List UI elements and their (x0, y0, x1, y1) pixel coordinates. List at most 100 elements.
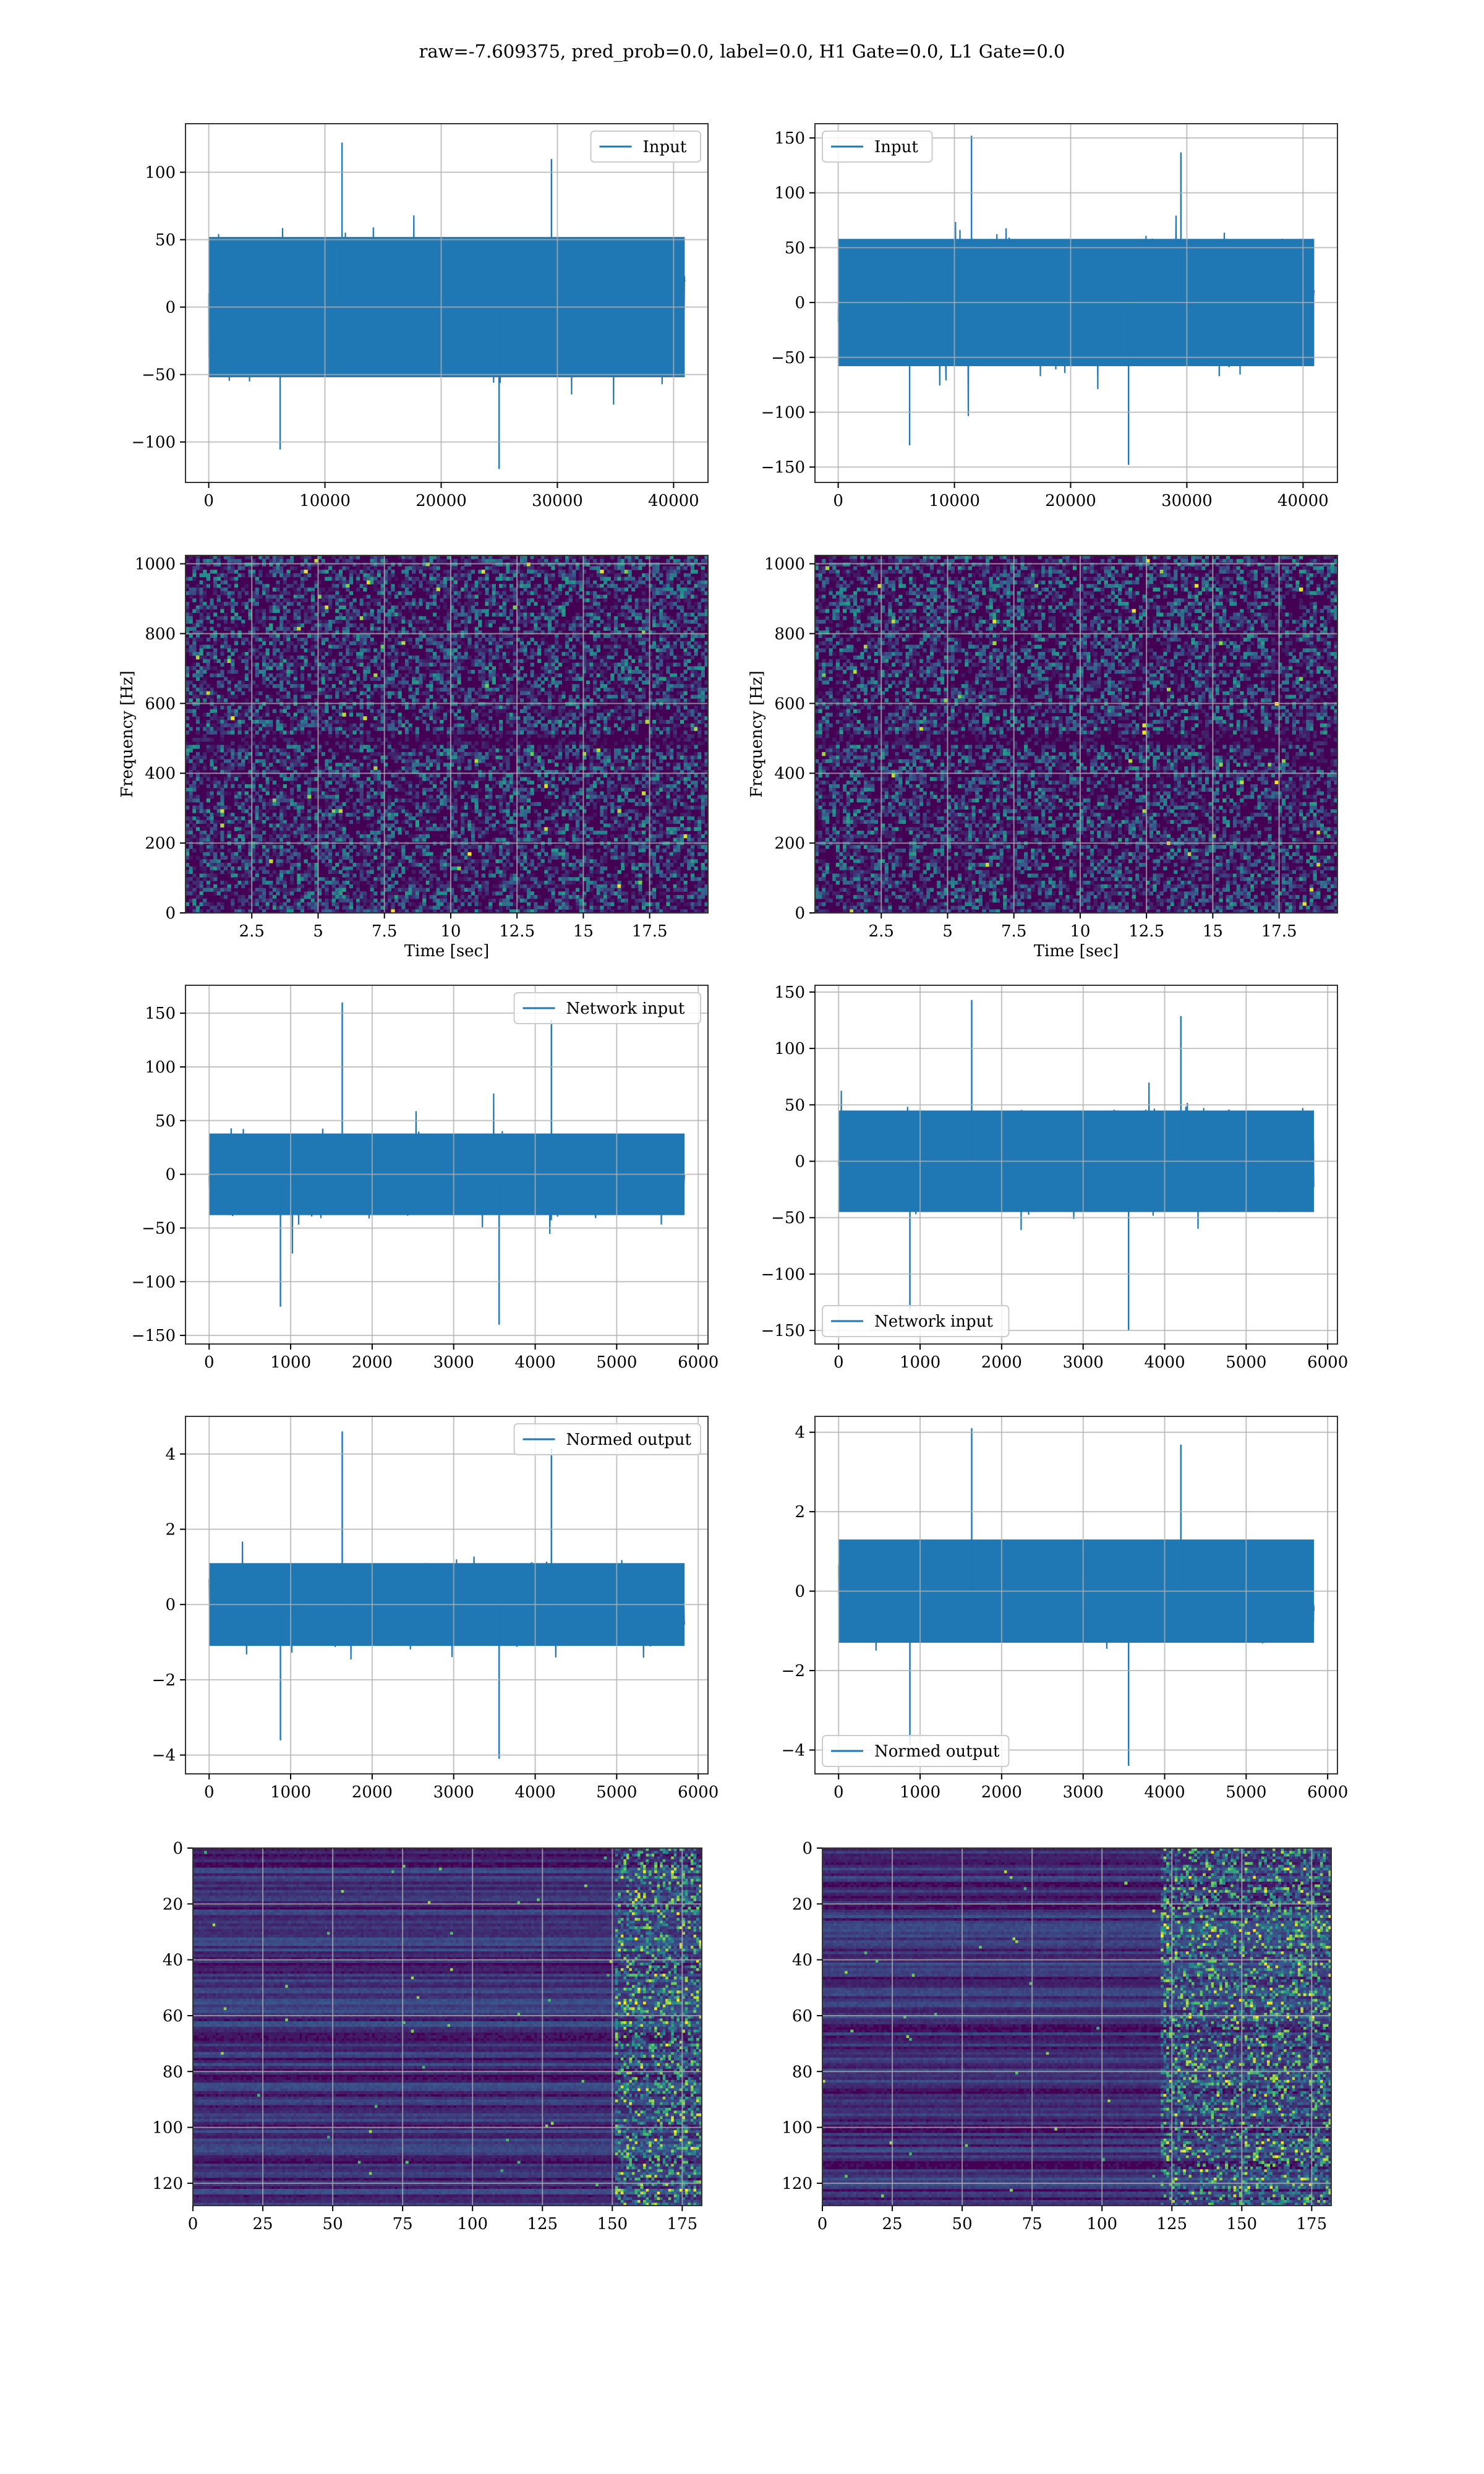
y-tick-label: −50 (142, 366, 176, 385)
x-tick-label: 1000 (900, 1353, 940, 1372)
y-axis-label: Frequency [Hz] (748, 670, 766, 798)
heatmap-cells (193, 1848, 702, 2206)
x-tick-label: 0 (817, 2215, 828, 2233)
y-tick-label: 4 (165, 1445, 176, 1464)
x-tick-label: 175 (1297, 2215, 1328, 2233)
x-tick-label: 40000 (1277, 492, 1329, 510)
y-tick-label: −100 (132, 434, 176, 452)
grid (186, 985, 708, 1344)
chart-normed-output-h1: 0 1000 2000 3000 4000 5000 6000 −4 −2 0 2 4 Normed o… (117, 1416, 719, 1823)
y-tick-label: 20 (792, 1895, 812, 1914)
x-tick-label: 5000 (1226, 1353, 1266, 1372)
plot-area (208, 1431, 686, 1759)
y-tick-label: 600 (145, 695, 176, 713)
legend-label: Network input (874, 1312, 993, 1331)
y-tick-label: 100 (774, 1040, 805, 1058)
y-tick-label: 0 (795, 294, 805, 312)
y-tick-label: 400 (774, 764, 805, 783)
y-tick-label: −50 (771, 1209, 805, 1228)
y-tick-label: 0 (165, 299, 176, 317)
y-tick-label: 1000 (135, 555, 176, 574)
y-tick-label: 800 (145, 625, 176, 643)
y-tick-label: 80 (792, 2063, 812, 2081)
x-tick-label: 0 (188, 2215, 198, 2233)
y-tick-label: −50 (142, 1219, 176, 1238)
chart-svg: 2.5 5 7.5 10 12.5 15 17.5 0 200 400 600 800 1000 Time… (748, 555, 1338, 961)
x-tick-label: 3000 (433, 1783, 474, 1802)
x-tick-label: 17.5 (632, 922, 668, 941)
x-tick-label: 6000 (678, 1353, 719, 1372)
chart-spectrogram-l1: 2.5 5 7.5 10 12.5 15 17.5 0 200 400 600 800 1000 Time… (747, 555, 1344, 962)
y-tick-label: −100 (132, 1273, 176, 1291)
y-tick-label: 0 (795, 904, 805, 923)
x-tick-label: 1000 (270, 1353, 311, 1372)
legend-label: Input (874, 138, 918, 156)
y-tick-label: 50 (155, 1112, 176, 1131)
axes-frame (185, 123, 709, 483)
chart-feature-map-h1: 0 25 50 75 100 125 150 175 0 20 40 60 80 100 120 (125, 1839, 708, 2255)
chart-network-input-l1: 0 1000 2000 3000 4000 5000 6000 −150 −100 −50 0 50 1… (747, 983, 1349, 1393)
x-tick-label: 125 (527, 2215, 558, 2233)
x-tick-label: 100 (1086, 2215, 1117, 2233)
y-tick-label: 40 (163, 1951, 183, 1970)
plot-area (822, 1848, 1331, 2206)
x-tick-label: 4000 (514, 1783, 555, 1802)
y-tick-label: −4 (152, 1747, 176, 1765)
y-tick-label: 0 (165, 1596, 176, 1614)
y-tick-label: 400 (145, 764, 176, 783)
y-tick-label: −4 (782, 1741, 805, 1760)
y-axis-label: Frequency [Hz] (118, 670, 137, 798)
y-tick-label: 2 (165, 1521, 176, 1539)
chart-svg: 0 1000 2000 3000 4000 5000 6000 −4 −2 0 2 4 Normed o… (152, 1416, 719, 1802)
y-tick-label: 0 (802, 1839, 812, 1858)
y-tick-label: 0 (795, 1153, 805, 1171)
x-axis-label: Time [sec] (1034, 942, 1119, 961)
axes-frame (185, 985, 709, 1345)
y-tick-label: 600 (774, 695, 805, 713)
x-tick-label: 5 (313, 922, 323, 941)
y-tick-label: 2 (795, 1503, 805, 1522)
chart-svg: 0 1000 2000 3000 4000 5000 6000 −150 −100 −50 0 50 1… (132, 985, 719, 1372)
x-tick-label: 175 (667, 2215, 698, 2233)
plot-area (208, 1002, 686, 1325)
x-tick-label: 100 (457, 2215, 488, 2233)
x-tick-label: 4000 (1144, 1783, 1185, 1802)
axes-frame (814, 985, 1338, 1345)
x-tick-label: 12.5 (499, 922, 535, 941)
x-tick-label: 7.5 (372, 922, 397, 941)
axes-frame (814, 555, 1338, 914)
x-tick-label: 10 (440, 922, 461, 941)
x-tick-label: 10000 (929, 492, 980, 510)
plot-area (815, 555, 1337, 913)
y-tick-label: 0 (795, 1583, 805, 1601)
x-tick-label: 5000 (596, 1783, 637, 1802)
y-tick-label: 200 (774, 834, 805, 853)
y-tick-label: 150 (145, 1004, 176, 1023)
y-tick-label: 20 (163, 1895, 183, 1914)
y-tick-label: 100 (145, 163, 176, 182)
x-tick-label: 15 (1203, 922, 1223, 941)
x-tick-label: 10 (1070, 922, 1090, 941)
legend: Network input (822, 1305, 1010, 1337)
chart-normed-output-l1: 0 1000 2000 3000 4000 5000 6000 −4 −2 0 2 4 Normed o… (747, 1416, 1348, 1823)
x-tick-label: 0 (834, 1353, 844, 1372)
grid (186, 124, 708, 482)
x-tick-label: 50 (323, 2215, 343, 2233)
y-tick-label: 100 (782, 2119, 812, 2138)
legend-label: Normed output (874, 1742, 1000, 1761)
chart-svg: 0 10000 20000 30000 40000 −100 −50 0 50 100 Input (132, 123, 709, 510)
y-tick-label: 50 (155, 231, 176, 250)
x-tick-label: 6000 (1307, 1783, 1348, 1802)
x-tick-label: 0 (203, 492, 214, 510)
x-tick-label: 12.5 (1128, 922, 1164, 941)
plot-area (838, 1428, 1315, 1766)
x-tick-label: 2000 (981, 1353, 1022, 1372)
y-tick-label: −2 (782, 1662, 805, 1680)
y-tick-label: 100 (152, 2119, 183, 2138)
x-tick-label: 5000 (1226, 1783, 1266, 1802)
x-tick-label: 125 (1156, 2215, 1187, 2233)
x-tick-label: 2000 (352, 1783, 393, 1802)
x-tick-label: 2000 (352, 1353, 393, 1372)
axes-frame (185, 555, 709, 914)
axes-frame (822, 1847, 1332, 2206)
